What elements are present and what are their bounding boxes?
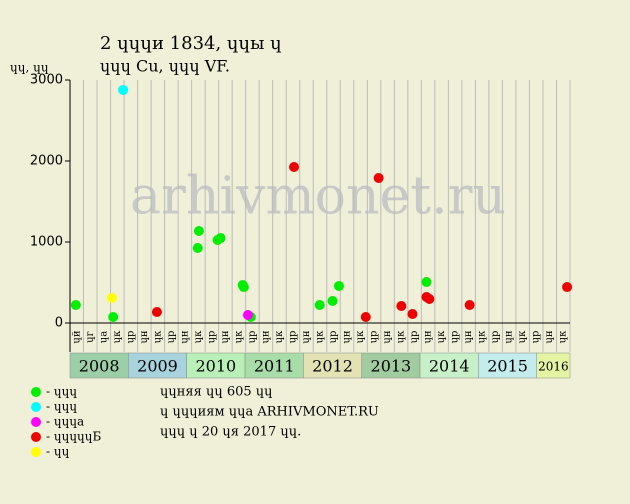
point [192,242,203,253]
year-label: 2008 [79,357,120,376]
footer-line: ɥɥняя ɥɥ 605 ɥɥ [160,385,273,400]
y-tick-label: 3000 [30,73,63,88]
legend-label: - ɥɥ [46,445,70,459]
period-label: ɥн [382,330,393,343]
y-tick-label: 2000 [30,154,63,169]
year-label: 2012 [312,357,353,376]
period-label: ɥн [301,330,312,343]
period-label: ɥр [206,331,217,344]
point [108,312,119,323]
period-label: ɥр [531,331,542,344]
period-label: ɥр [287,331,298,344]
legend-marker [31,417,41,427]
period-label: ɥк [477,330,488,343]
point [151,306,162,317]
legend-marker [31,402,41,412]
year-label: 2011 [254,357,295,376]
point [107,292,118,303]
period-label: ɥр [247,331,258,344]
period-label: ɥн [139,330,150,343]
period-label: ɥр [369,331,380,344]
period-label: ɥр [490,331,501,344]
year-box [69,352,129,379]
point [238,282,249,293]
legend-marker [31,432,41,442]
period-label: ɥк [152,330,163,343]
point [373,173,384,184]
chart-subtitle: ɥɥɥ Cu, ɥɥɥ VF. [100,57,230,76]
footer-line: ɥ ɥɥɥиям ɥɥа ARHIVMONET.RU [160,405,379,420]
period-label: ɥк [233,330,244,343]
point [360,312,371,323]
period-label: ɥн [544,330,555,343]
period-label: ɥй [71,330,82,343]
footer-line: ɥɥɥ ɥ 20 ɥя 2017 ɥɥ. [160,425,301,440]
year-box [186,352,246,379]
point [421,277,432,288]
year-box [419,352,479,379]
period-label: ɥр [409,331,420,344]
point [407,309,418,320]
period-label: ɥн [220,330,231,343]
period-label: ɥг [85,331,96,343]
period-label: ɥк [112,330,123,343]
point [333,280,344,291]
period-label: ɥн [423,330,434,343]
legend-marker [31,387,41,397]
point [289,161,300,172]
period-label: ɥн [260,330,271,343]
year-label: 2009 [137,357,178,376]
year-label: 2013 [371,357,412,376]
legend-label: - ɥɥɥ [46,385,77,399]
point [424,294,435,305]
year-label: 2010 [195,357,236,376]
period-label: ɥн [463,330,474,343]
year-box [478,352,537,379]
period-label: ɥк [274,330,285,343]
legend-marker [31,447,41,457]
point [193,225,204,236]
point [215,233,226,244]
point [464,300,475,311]
point [118,84,129,95]
period-label: ɥр [328,331,339,344]
point [314,300,325,311]
period-label: ɥк [355,330,366,343]
year-label: 2016 [538,360,569,374]
legend-label: - ɥɥɥ [46,400,77,414]
period-label: ɥр [125,331,136,344]
watermark: arhivmonet.ru [130,167,506,227]
point [396,300,407,311]
period-label: ɥк [558,330,569,343]
period-label: ɥн [342,330,353,343]
year-box [303,352,362,379]
point [70,300,81,311]
period-label: ɥк [396,330,407,343]
y-tick-label: 0 [55,316,63,331]
period-label: ɥк [315,330,326,343]
period-label: ɥн [179,330,190,343]
year-label: 2015 [487,357,528,376]
y-tick-label: 1000 [30,235,63,250]
y-axis-label: ɥɥ, ɥɥ [10,61,49,75]
legend-label: - ɥɥɥа [46,415,84,429]
point [327,295,338,306]
period-label: ɥн [504,330,515,343]
year-box [536,352,571,379]
period-label: ɥк [517,330,528,343]
point [562,282,573,293]
year-label: 2014 [429,357,470,376]
chart-title: 2 ɥɥɥи 1834, ɥɥы ɥ [100,33,282,54]
legend-label: - ɥɥɥɥɥБ [46,430,102,444]
period-label: ɥк [436,330,447,343]
period-label: ɥа [98,331,109,343]
period-label: ɥр [450,331,461,344]
period-label: ɥк [193,330,204,343]
point [242,309,253,320]
period-label: ɥр [166,331,177,344]
